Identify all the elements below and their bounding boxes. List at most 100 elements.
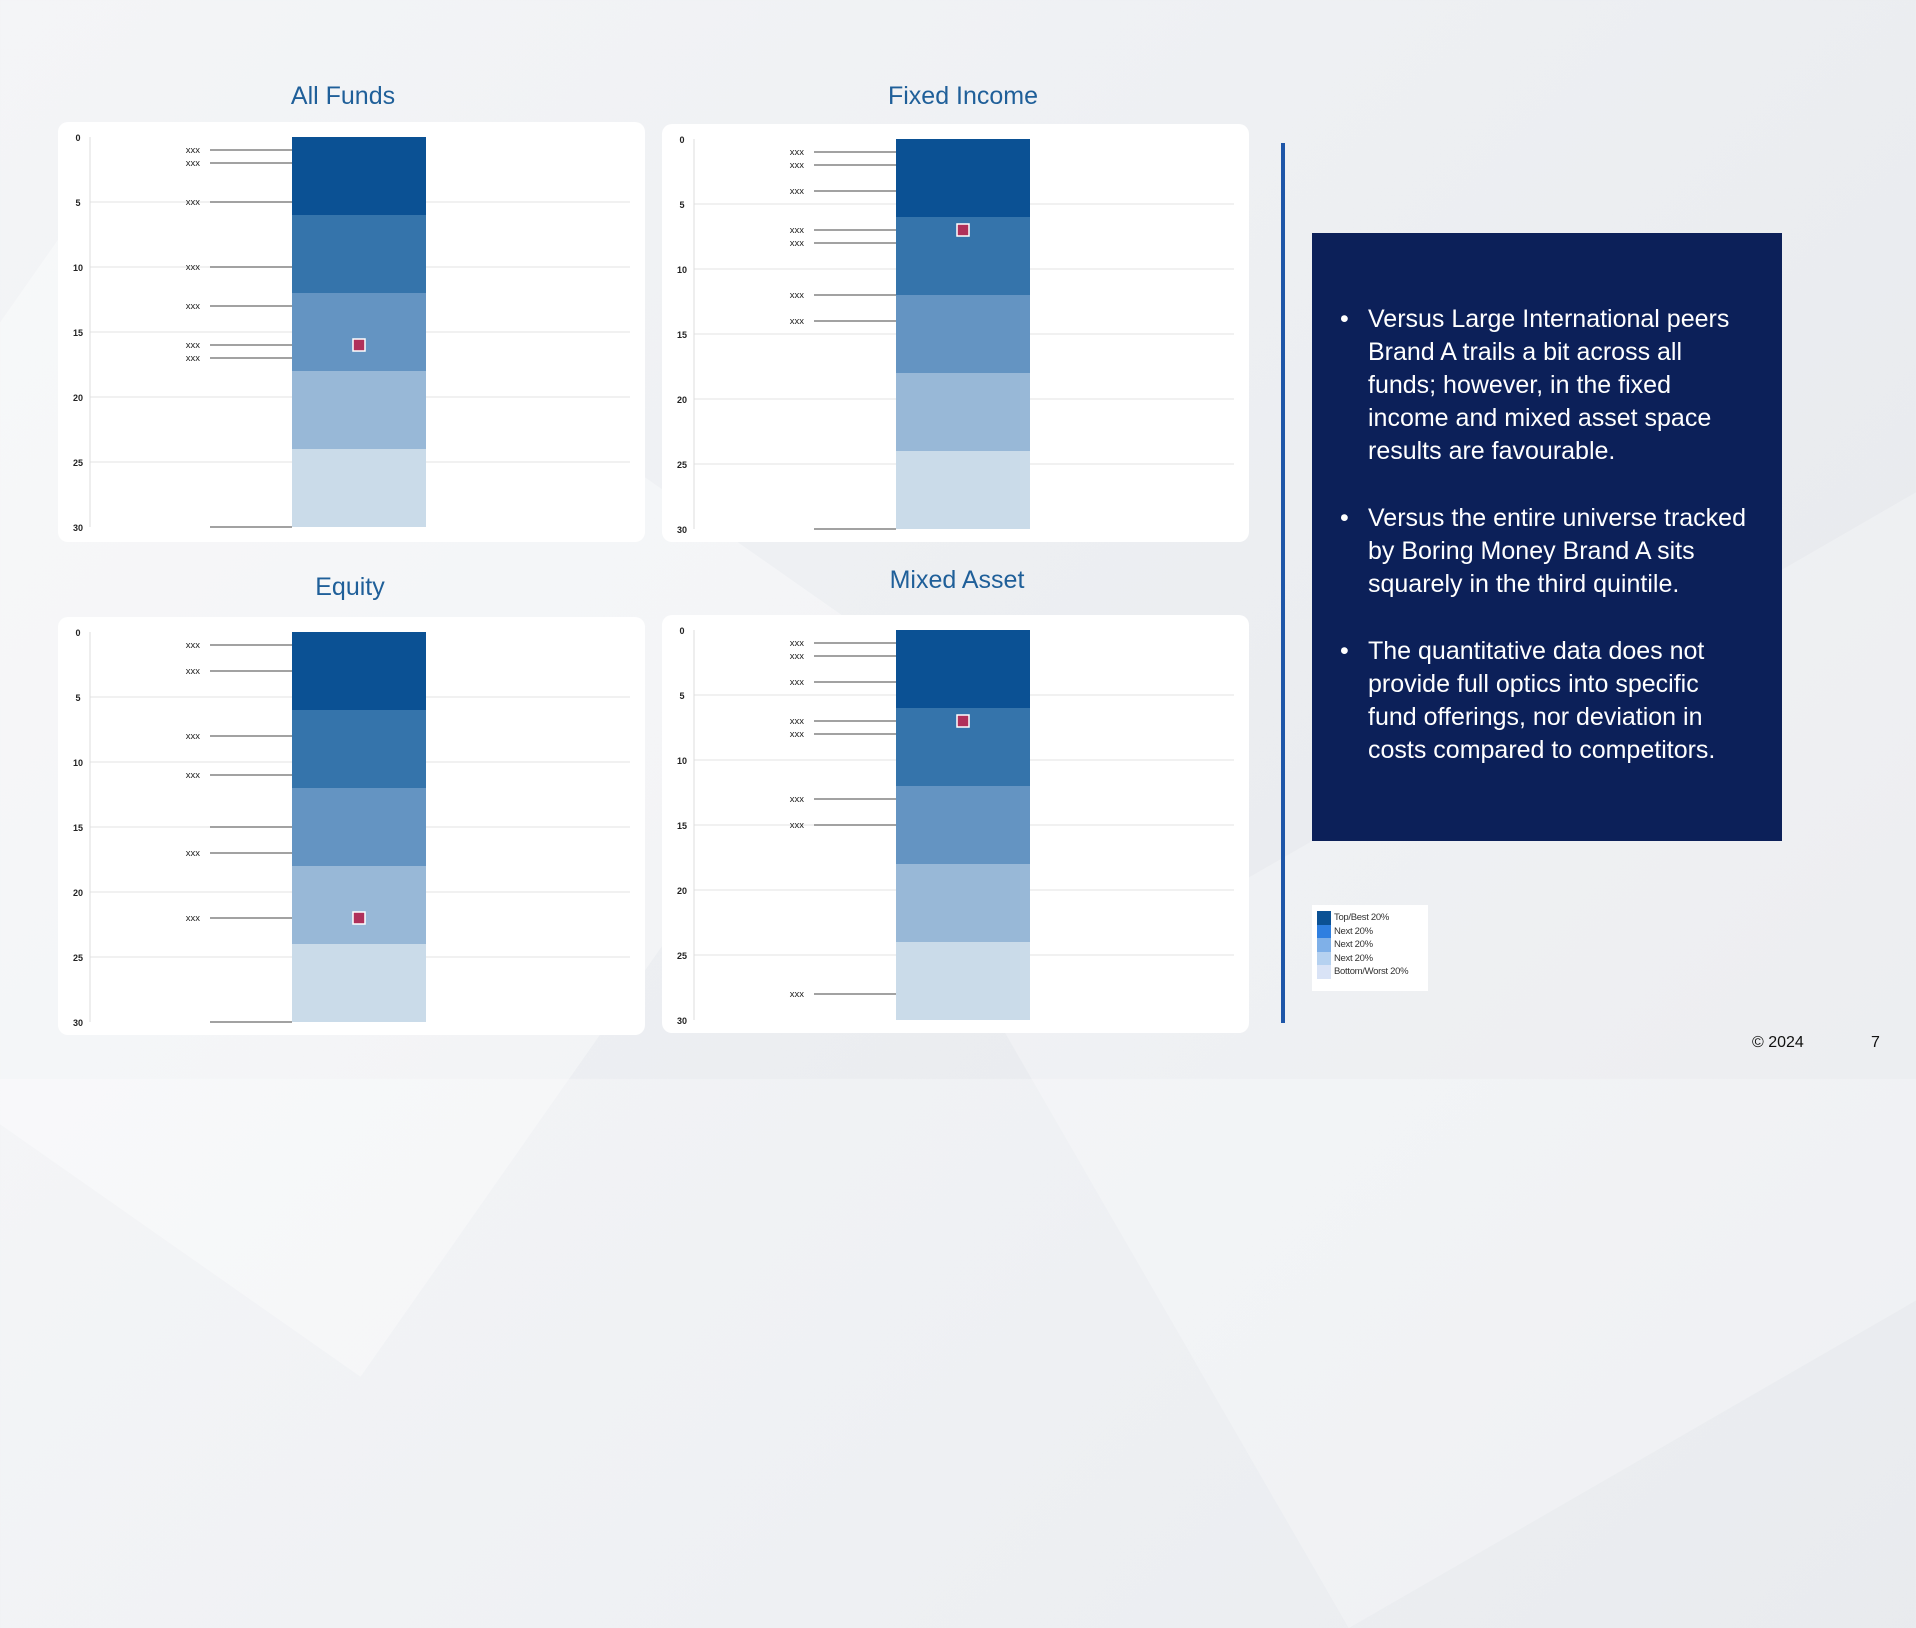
commentary-box: • Versus Large International peers Brand…	[1312, 233, 1782, 841]
peer-label: xxx	[186, 731, 201, 742]
bullet-icon: •	[1340, 305, 1349, 333]
peer-label: xxx	[186, 340, 201, 351]
y-tick-label: 20	[677, 886, 687, 896]
chart-panel-equity: 0 5 10 15 20 25 30 xxx xxx xxx xxx xxx xxx	[58, 617, 645, 1035]
chart-fixed-income: 0 5 10 15 20 25 30 xxx xxx xxx xxx xxx xxx xxx	[677, 135, 1234, 535]
commentary-text: Versus Large International peers Brand A…	[1368, 305, 1730, 465]
legend-swatch	[1317, 951, 1331, 965]
legend-item: Top/Best 20%	[1317, 911, 1428, 925]
y-tick-label: 30	[73, 523, 83, 533]
quintile-band	[292, 632, 426, 710]
peer-label: xxx	[186, 770, 201, 781]
legend-swatch	[1317, 965, 1331, 979]
commentary-bullet: • Versus Large International peers Brand…	[1340, 303, 1752, 468]
chart-title-equity: Equity	[315, 573, 385, 601]
peer-label: xxx	[186, 913, 201, 924]
y-tick-label: 0	[679, 626, 684, 636]
y-tick-label: 0	[75, 628, 80, 638]
y-tick-label: 0	[75, 133, 80, 143]
quintile-band	[292, 449, 426, 527]
legend-item: Next 20%	[1317, 938, 1428, 952]
y-tick-label: 5	[679, 200, 684, 210]
peer-label: xxx	[186, 197, 201, 208]
legend-label: Next 20%	[1334, 925, 1373, 937]
y-tick-label: 25	[677, 951, 687, 961]
legend-label: Top/Best 20%	[1334, 912, 1390, 924]
legend-label: Bottom/Worst 20%	[1334, 966, 1409, 978]
brand-a-marker	[956, 223, 970, 237]
quintile-band	[896, 630, 1030, 708]
y-tick-label: 0	[679, 135, 684, 145]
quintile-band	[292, 215, 426, 293]
quintile-band	[292, 293, 426, 371]
copyright-text: © 2024	[1752, 1034, 1804, 1051]
legend-item: Bottom/Worst 20%	[1317, 965, 1428, 979]
page-number: 7	[1871, 1034, 1880, 1051]
quintile-band	[292, 710, 426, 788]
peer-label: xxx	[790, 316, 805, 327]
chart-panel-fixed-income: 0 5 10 15 20 25 30 xxx xxx xxx xxx xxx xxx xxx	[662, 124, 1249, 542]
peer-label: xxx	[790, 238, 805, 249]
y-tick-label: 15	[677, 821, 687, 831]
legend-swatch	[1317, 938, 1331, 952]
peer-label: xxx	[186, 262, 201, 273]
brand-a-marker	[352, 338, 366, 352]
y-tick-label: 15	[73, 823, 83, 833]
legend-label: Next 20%	[1334, 939, 1373, 951]
peer-label: xxx	[186, 301, 201, 312]
bullet-icon: •	[1340, 637, 1349, 665]
y-tick-label: 20	[73, 888, 83, 898]
chart-title-mixed-asset: Mixed Asset	[889, 566, 1025, 594]
y-tick-label: 20	[73, 393, 83, 403]
brand-a-marker	[352, 911, 366, 925]
peer-label: xxx	[790, 716, 805, 727]
peer-label: xxx	[790, 147, 805, 158]
commentary-text: The quantitative data does not provide f…	[1368, 637, 1716, 764]
y-tick-label: 30	[677, 525, 687, 535]
peer-label: xxx	[186, 158, 201, 169]
peer-label: xxx	[790, 794, 805, 805]
peer-label: xxx	[790, 290, 805, 301]
legend-item: Next 20%	[1317, 951, 1428, 965]
peer-label: xxx	[186, 848, 201, 859]
y-tick-label: 5	[75, 693, 80, 703]
peer-label: xxx	[790, 677, 805, 688]
y-tick-label: 10	[677, 265, 687, 275]
y-tick-label: 30	[73, 1018, 83, 1028]
quintile-band	[292, 866, 426, 944]
quintile-band	[896, 864, 1030, 942]
peer-label: xxx	[186, 353, 201, 364]
peer-label: xxx	[790, 651, 805, 662]
peer-label: xxx	[790, 186, 805, 197]
peer-label: xxx	[186, 145, 201, 156]
quintile-band	[292, 788, 426, 866]
quintile-band	[896, 942, 1030, 1020]
brand-a-marker	[956, 714, 970, 728]
peer-label: xxx	[790, 638, 805, 649]
peer-label: xxx	[790, 729, 805, 740]
y-tick-label: 10	[73, 758, 83, 768]
quintile-band	[292, 137, 426, 215]
legend-item: Next 20%	[1317, 924, 1428, 938]
peer-label: xxx	[790, 820, 805, 831]
y-tick-label: 30	[677, 1016, 687, 1026]
commentary-bullet: • The quantitative data does not provide…	[1340, 635, 1752, 767]
peer-label: xxx	[790, 160, 805, 171]
quintile-band	[896, 139, 1030, 217]
quintile-band	[292, 944, 426, 1022]
quintile-band	[896, 295, 1030, 373]
quintile-band	[292, 371, 426, 449]
y-tick-label: 15	[73, 328, 83, 338]
y-tick-label: 25	[73, 953, 83, 963]
quintile-band	[896, 451, 1030, 529]
y-tick-label: 15	[677, 330, 687, 340]
quintile-band	[896, 786, 1030, 864]
peer-label: xxx	[186, 666, 201, 677]
legend-label: Next 20%	[1334, 952, 1373, 964]
legend-swatch	[1317, 924, 1331, 938]
bullet-icon: •	[1340, 504, 1349, 532]
y-tick-label: 5	[679, 691, 684, 701]
legend-swatch	[1317, 911, 1331, 925]
chart-mixed-asset: 0 5 10 15 20 25 30 xxx xxx xxx xxx xxx xxx xxx xxx	[677, 626, 1234, 1026]
y-tick-label: 20	[677, 395, 687, 405]
